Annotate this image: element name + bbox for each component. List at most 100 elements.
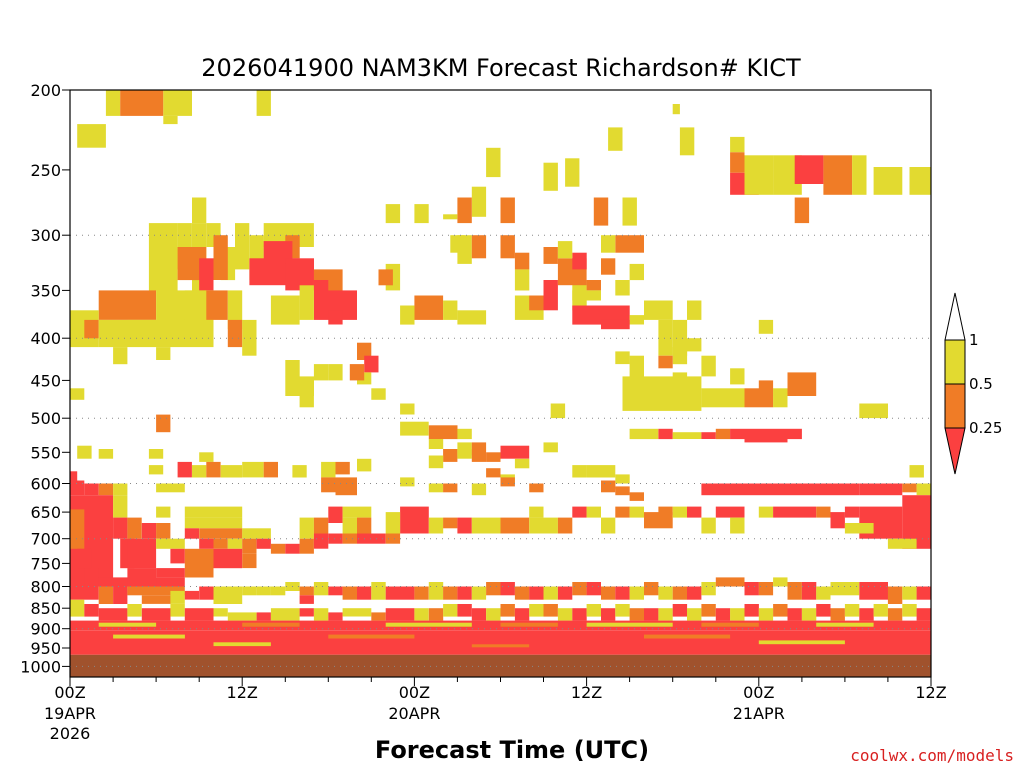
heatmap-cell: [299, 392, 314, 408]
heatmap-cell: [443, 300, 458, 320]
heatmap-cell: [457, 517, 472, 534]
legend-label-1: 1: [969, 331, 979, 349]
heatmap-cell: [773, 577, 788, 587]
heatmap-cell: [586, 604, 601, 617]
heatmap-cell: [758, 640, 845, 645]
heatmap-cell: [184, 528, 200, 539]
heatmap-cell: [299, 517, 314, 539]
heatmap-cell: [486, 468, 501, 478]
x-tick-label: 00Z: [399, 683, 430, 702]
heatmap-cell: [235, 223, 250, 270]
heatmap-cell: [400, 305, 415, 325]
heatmap-cell: [572, 465, 587, 478]
heatmap-cell: [500, 235, 515, 259]
heatmap-cell: [141, 608, 171, 621]
heatmap-cell: [98, 483, 114, 496]
heatmap-cell: [672, 586, 688, 600]
heatmap-cell: [794, 155, 824, 184]
heatmap-cell: [679, 127, 695, 156]
heatmap-cell: [378, 269, 393, 286]
heatmap-cell: [615, 280, 630, 296]
heatmap-cell: [170, 590, 185, 604]
heatmap-cells: [70, 90, 931, 655]
heatmap-cell: [902, 483, 917, 493]
heatmap-cell: [156, 483, 185, 493]
heatmap-cell: [457, 604, 472, 617]
heatmap-cell: [701, 355, 716, 377]
heatmap-cell: [572, 582, 587, 596]
heatmap-cell: [285, 360, 300, 377]
heatmap-cell: [414, 204, 429, 224]
heatmap-cell: [801, 608, 817, 621]
heatmap-cell: [371, 612, 386, 621]
heatmap-cell: [672, 432, 702, 439]
heatmap-cell: [213, 538, 228, 549]
heatmap-cell: [270, 586, 286, 596]
heatmap-cell: [715, 577, 745, 587]
heatmap-cell: [629, 506, 644, 518]
heatmap-cell: [70, 599, 85, 617]
heatmap-cell: [629, 263, 644, 281]
heatmap-cell: [242, 586, 257, 596]
heatmap-cell: [342, 586, 357, 600]
heatmap-cell: [98, 586, 114, 604]
heatmap-cell: [794, 197, 810, 224]
heatmap-cell: [84, 604, 99, 617]
heatmap-cell: [859, 608, 874, 621]
heatmap-cell: [859, 582, 888, 600]
heatmap-cell: [270, 608, 300, 621]
heatmap-cell: [902, 604, 917, 617]
heatmap-cell: [227, 290, 243, 330]
heatmap-cell: [601, 483, 616, 493]
y-tick-label: 1000: [20, 657, 61, 676]
heatmap-cell: [299, 538, 314, 554]
legend-bin-025-05: [944, 383, 966, 429]
heatmap-cell: [184, 517, 243, 529]
heatmap-cell: [471, 644, 530, 648]
heatmap-cell: [758, 608, 774, 621]
heatmap-cell: [887, 586, 903, 604]
heatmap-cell: [887, 538, 917, 549]
heatmap-cell: [385, 608, 415, 621]
heatmap-cell: [615, 586, 630, 600]
heatmap-cell: [687, 586, 702, 600]
heatmap-cell: [471, 186, 487, 217]
heatmap-cell: [148, 449, 164, 459]
heatmap-cell: [148, 223, 178, 291]
heatmap-cell: [163, 90, 192, 116]
heatmap-cell: [529, 586, 544, 600]
heatmap-cell: [357, 533, 386, 544]
heatmap-cell: [443, 586, 458, 600]
heatmap-cell: [500, 582, 515, 596]
heatmap-cell: [529, 483, 544, 493]
heatmap-cell: [471, 517, 501, 534]
heatmap-cell: [70, 586, 99, 600]
legend-label-025: 0.25: [969, 419, 1002, 437]
heatmap-cell: [213, 586, 243, 604]
y-tick-label: 450: [30, 371, 61, 390]
heatmap-cell: [328, 364, 343, 381]
heatmap-cell: [414, 421, 429, 436]
heatmap-cell: [701, 604, 716, 617]
heatmap-cell: [443, 517, 458, 529]
heatmap-cell: [859, 506, 903, 539]
heatmap-cell: [428, 439, 444, 449]
heatmap-cell: [687, 300, 702, 320]
heatmap-cell: [184, 548, 214, 578]
heatmap-cell: [428, 608, 444, 621]
heatmap-cell: [328, 634, 415, 639]
heatmap-cell: [199, 452, 214, 462]
heatmap-cell: [414, 586, 429, 600]
chart-title: 2026041900 NAM3KM Forecast Richardson# K…: [201, 54, 801, 82]
heatmap-cell: [471, 235, 487, 259]
heatmap-cell: [658, 506, 673, 515]
heatmap-cell: [787, 582, 802, 600]
heatmap-cell: [486, 452, 501, 462]
heatmap-cell: [457, 310, 487, 325]
heatmap-cell: [457, 197, 472, 224]
heatmap-cell: [227, 612, 257, 621]
heatmap-cell: [565, 158, 580, 187]
heatmap-cell: [105, 90, 121, 116]
heatmap-cell: [672, 506, 688, 518]
